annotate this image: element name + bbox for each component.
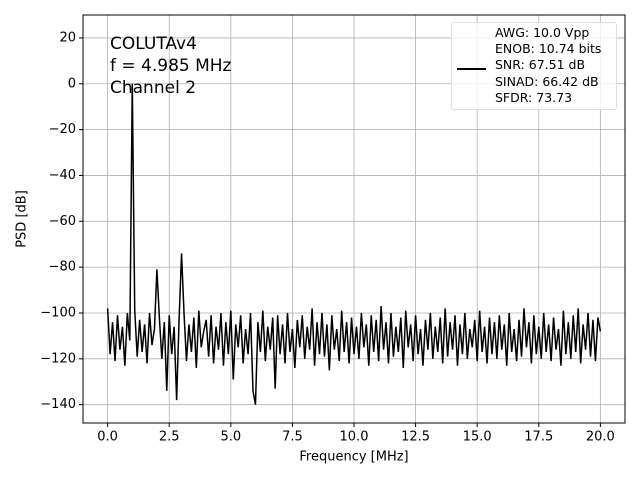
- y-tick-label: −100: [40, 305, 76, 320]
- legend: AWG: 10.0 Vpp ENOB: 10.74 bits SNR: 67.5…: [451, 22, 617, 110]
- x-tick-label: 10.0: [340, 430, 369, 445]
- x-tick-label: 0.0: [97, 430, 118, 445]
- legend-label: AWG: 10.0 Vpp ENOB: 10.74 bits SNR: 67.5…: [495, 25, 602, 105]
- y-tick-label: −120: [40, 351, 76, 366]
- y-tick-label: 20: [59, 30, 76, 45]
- y-tick-label: −40: [49, 168, 76, 183]
- x-tick-label: 15.0: [463, 430, 492, 445]
- y-tick-label: −20: [49, 122, 76, 137]
- plot-frame: [82, 14, 626, 424]
- y-tick-label: −80: [49, 260, 76, 275]
- x-tick-label: 12.5: [401, 430, 430, 445]
- y-tick-label: −60: [49, 214, 76, 229]
- y-tick-label: 0: [68, 76, 76, 91]
- x-axis-label: Frequency [MHz]: [299, 450, 408, 465]
- x-tick-label: 5.0: [220, 430, 241, 445]
- annotation: COLUTAv4: [110, 34, 197, 54]
- psd-line: [106, 83, 602, 405]
- x-tick-label: 20.0: [586, 430, 615, 445]
- y-axis-label: PSD [dB]: [15, 190, 30, 248]
- y-tick-label: −140: [40, 397, 76, 412]
- legend-swatch: [457, 68, 486, 70]
- x-tick-label: 2.5: [159, 430, 180, 445]
- annotation: Channel 2: [110, 78, 196, 98]
- x-tick-label: 7.5: [282, 430, 303, 445]
- x-tick-label: 17.5: [524, 430, 553, 445]
- annotation: f = 4.985 MHz: [110, 56, 232, 76]
